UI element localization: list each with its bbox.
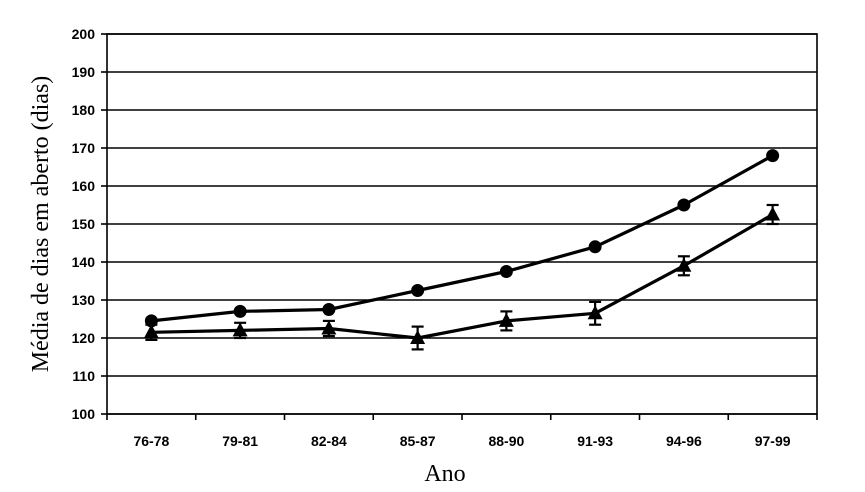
x-tick-label: 97-99 (755, 433, 791, 449)
x-tick-label: 85-87 (400, 433, 436, 449)
data-point (766, 149, 780, 163)
y-tick-label: 120 (72, 330, 96, 346)
y-tick-label: 110 (72, 368, 95, 384)
series-line (151, 154, 774, 323)
y-tick-label: 160 (72, 178, 96, 194)
x-tick-label: 79-81 (222, 433, 258, 449)
data-point (499, 265, 513, 278)
x-tick-label: 91-93 (577, 433, 613, 449)
data-point (322, 303, 336, 316)
y-tick-label: 100 (72, 406, 96, 422)
series-line (151, 213, 774, 340)
data-point (677, 198, 691, 212)
data-point (588, 240, 602, 254)
data-point (676, 257, 692, 272)
data-point (410, 330, 426, 344)
data-point (232, 322, 248, 337)
data-point (498, 312, 514, 327)
data-point (765, 206, 781, 221)
y-axis-ticks: 100 110 120 130 140 150 160 170 180 190 200 (72, 26, 107, 422)
x-tick-label: 88-90 (488, 433, 524, 449)
series-1 (144, 149, 780, 328)
y-tick-label: 150 (72, 216, 96, 232)
y-tick-label: 170 (72, 140, 96, 156)
x-tick-label: 82-84 (311, 433, 347, 449)
gridlines (107, 33, 817, 415)
x-axis-title: Ano (424, 461, 465, 487)
x-tick-label: 76-78 (133, 433, 169, 449)
x-axis-ticks: 76-78 79-81 82-84 85-87 88-90 91-93 94-96 97-99 (106, 414, 818, 449)
y-tick-label: 190 (72, 64, 96, 80)
data-point (143, 324, 159, 339)
data-point (587, 305, 603, 320)
data-point (411, 284, 425, 297)
y-tick-label: 200 (72, 26, 96, 42)
series (143, 149, 781, 351)
y-axis-title: Média de dias em aberto (dias) (28, 76, 54, 373)
series-2 (143, 203, 781, 351)
y-tick-label: 140 (72, 254, 96, 270)
data-point (233, 304, 247, 318)
x-tick-label: 94-96 (666, 433, 702, 449)
y-tick-label: 130 (72, 292, 96, 308)
y-tick-label: 180 (72, 102, 96, 118)
data-point (321, 320, 337, 335)
